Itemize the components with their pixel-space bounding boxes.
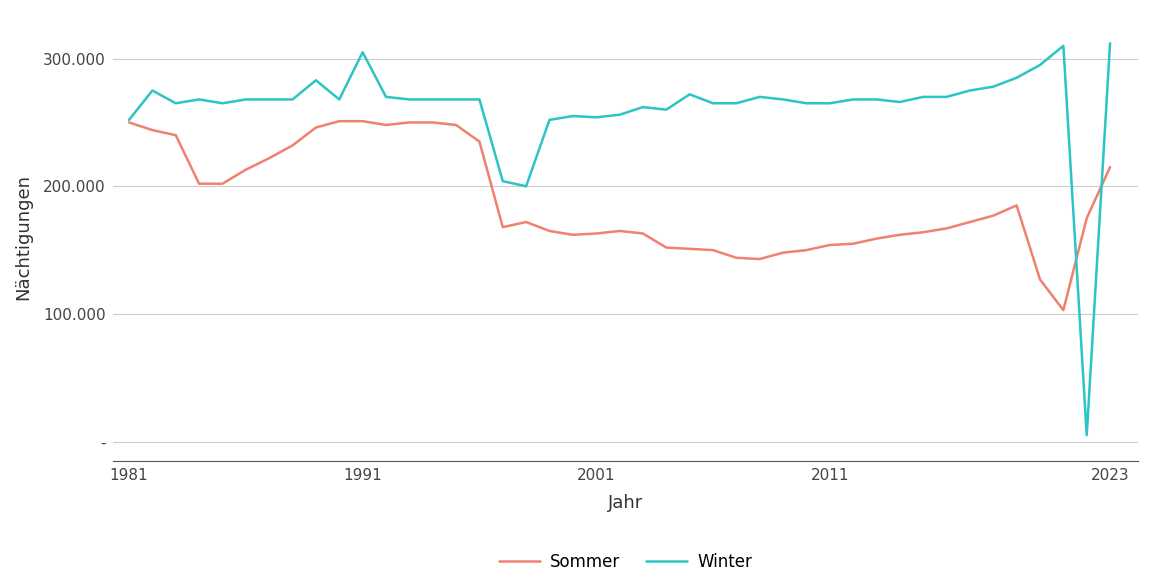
Sommer bbox=[752, 256, 766, 263]
Winter bbox=[683, 91, 697, 98]
Line: Winter: Winter bbox=[129, 43, 1111, 435]
Sommer bbox=[495, 223, 509, 230]
Winter bbox=[543, 116, 556, 123]
Sommer bbox=[847, 240, 861, 247]
Sommer bbox=[823, 241, 836, 248]
Winter bbox=[729, 100, 743, 107]
Sommer bbox=[1079, 215, 1093, 222]
Sommer bbox=[543, 228, 556, 234]
X-axis label: Jahr: Jahr bbox=[608, 494, 643, 512]
Winter bbox=[566, 112, 579, 119]
Sommer bbox=[683, 245, 697, 252]
Winter bbox=[823, 100, 836, 107]
Winter bbox=[472, 96, 486, 103]
Winter bbox=[426, 96, 440, 103]
Winter bbox=[263, 96, 276, 103]
Winter bbox=[986, 83, 1000, 90]
Sommer bbox=[472, 138, 486, 145]
Sommer bbox=[706, 247, 720, 253]
Winter bbox=[776, 96, 790, 103]
Sommer bbox=[426, 119, 440, 126]
Winter bbox=[1079, 432, 1093, 439]
Winter bbox=[356, 49, 370, 56]
Sommer bbox=[263, 155, 276, 162]
Sommer bbox=[122, 119, 136, 126]
Winter bbox=[145, 87, 159, 94]
Winter bbox=[636, 104, 650, 111]
Sommer bbox=[963, 218, 977, 225]
Winter bbox=[752, 93, 766, 100]
Winter bbox=[309, 77, 323, 84]
Winter bbox=[379, 93, 393, 100]
Sommer bbox=[799, 247, 813, 253]
Sommer bbox=[286, 142, 300, 149]
Sommer bbox=[402, 119, 416, 126]
Winter bbox=[449, 96, 463, 103]
Sommer bbox=[379, 122, 393, 128]
Sommer bbox=[145, 127, 159, 134]
Sommer bbox=[333, 118, 347, 124]
Sommer bbox=[776, 249, 790, 256]
Sommer bbox=[169, 132, 183, 139]
Winter bbox=[847, 96, 861, 103]
Winter bbox=[1104, 40, 1117, 47]
Winter bbox=[613, 111, 627, 118]
Legend: Sommer, Winter: Sommer, Winter bbox=[492, 546, 759, 576]
Sommer bbox=[986, 212, 1000, 219]
Winter bbox=[590, 114, 604, 121]
Sommer bbox=[916, 229, 930, 236]
Sommer bbox=[192, 180, 206, 187]
Winter bbox=[238, 96, 252, 103]
Sommer bbox=[356, 118, 370, 124]
Winter bbox=[215, 100, 229, 107]
Winter bbox=[940, 93, 954, 100]
Sommer bbox=[238, 166, 252, 173]
Winter bbox=[799, 100, 813, 107]
Winter bbox=[659, 106, 673, 113]
Sommer bbox=[449, 122, 463, 128]
Winter bbox=[1056, 43, 1070, 50]
Sommer bbox=[1010, 202, 1024, 209]
Winter bbox=[963, 87, 977, 94]
Sommer bbox=[309, 124, 323, 131]
Winter bbox=[169, 100, 183, 107]
Sommer bbox=[1104, 164, 1117, 170]
Winter bbox=[402, 96, 416, 103]
Sommer bbox=[870, 235, 884, 242]
Sommer bbox=[1033, 276, 1047, 283]
Sommer bbox=[636, 230, 650, 237]
Sommer bbox=[566, 232, 579, 238]
Winter bbox=[870, 96, 884, 103]
Sommer bbox=[729, 255, 743, 262]
Winter bbox=[520, 183, 533, 190]
Sommer bbox=[215, 180, 229, 187]
Winter bbox=[1010, 74, 1024, 81]
Winter bbox=[1033, 62, 1047, 69]
Sommer bbox=[1056, 306, 1070, 313]
Sommer bbox=[659, 244, 673, 251]
Sommer bbox=[613, 228, 627, 234]
Sommer bbox=[893, 232, 907, 238]
Y-axis label: Nächtigungen: Nächtigungen bbox=[14, 175, 32, 300]
Winter bbox=[286, 96, 300, 103]
Sommer bbox=[520, 218, 533, 225]
Winter bbox=[122, 116, 136, 123]
Sommer bbox=[590, 230, 604, 237]
Winter bbox=[333, 96, 347, 103]
Sommer bbox=[940, 225, 954, 232]
Winter bbox=[192, 96, 206, 103]
Winter bbox=[916, 93, 930, 100]
Winter bbox=[495, 178, 509, 185]
Winter bbox=[706, 100, 720, 107]
Winter bbox=[893, 98, 907, 105]
Line: Sommer: Sommer bbox=[129, 121, 1111, 310]
